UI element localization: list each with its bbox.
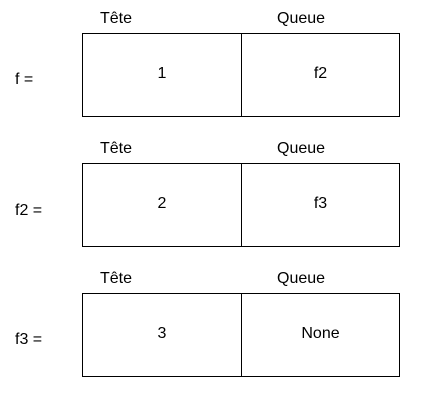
- tail-value: f3: [313, 195, 328, 212]
- tail-cell: f3: [241, 163, 400, 247]
- head-header: Tête: [100, 270, 133, 287]
- tail-value: None: [301, 325, 340, 342]
- head-cell: 2: [82, 163, 242, 247]
- tail-cell: None: [241, 293, 400, 377]
- tail-header: Queue: [277, 270, 326, 287]
- head-cell: 3: [82, 293, 242, 377]
- head-value: 1: [157, 65, 167, 82]
- head-cell: 1: [82, 33, 242, 117]
- head-value: 3: [157, 325, 167, 342]
- variable-label: f3 =: [15, 331, 43, 348]
- variable-label: f =: [15, 71, 34, 88]
- head-header: Tête: [100, 140, 133, 157]
- head-header: Tête: [100, 10, 133, 27]
- tail-value: f2: [313, 65, 328, 82]
- variable-label: f2 =: [15, 202, 43, 219]
- tail-header: Queue: [277, 10, 326, 27]
- head-value: 2: [157, 195, 167, 212]
- tail-cell: f2: [241, 33, 400, 117]
- tail-header: Queue: [277, 140, 326, 157]
